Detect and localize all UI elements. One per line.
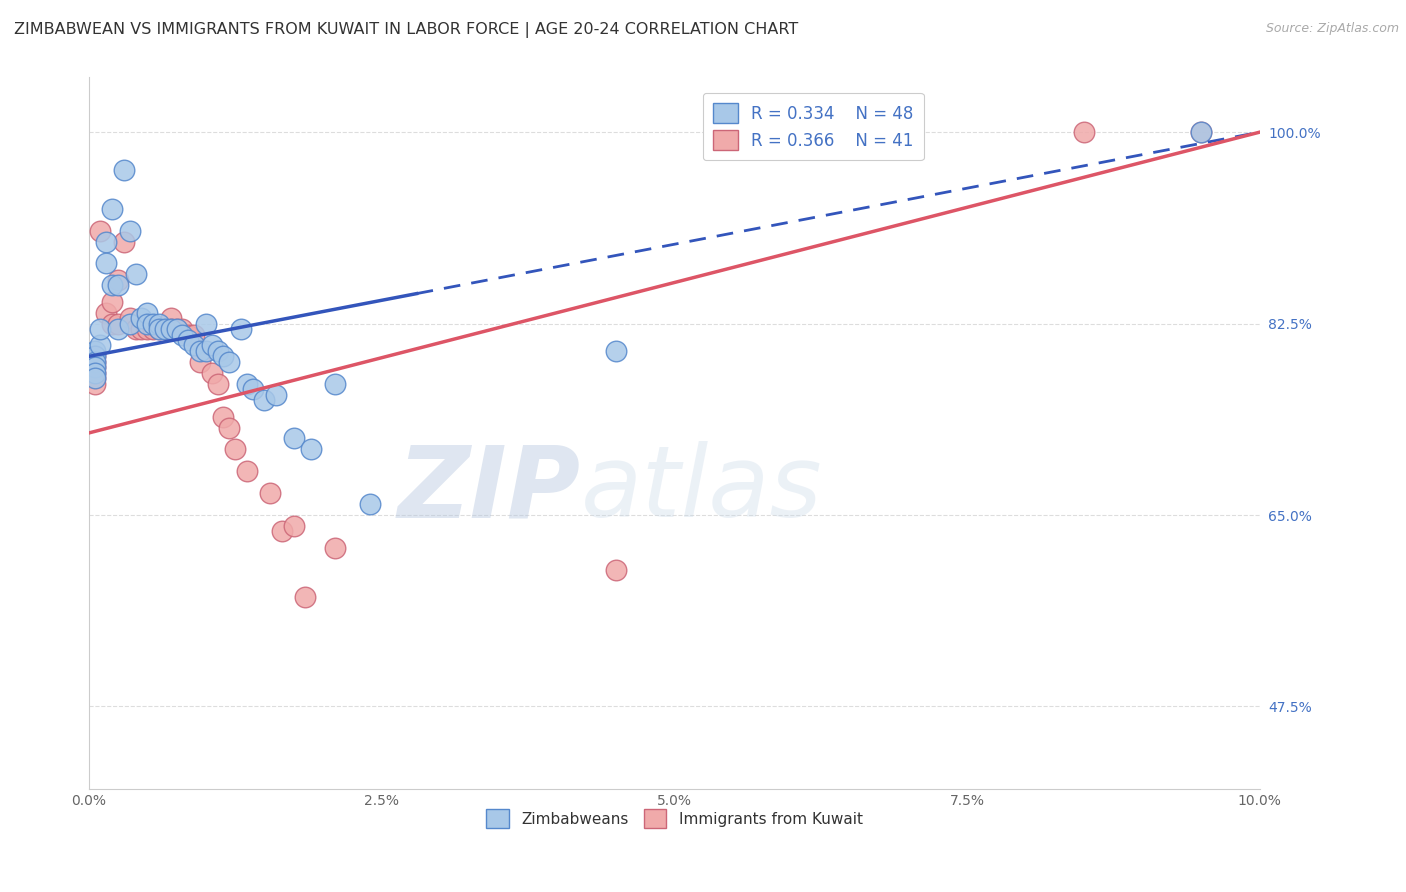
Point	[153, 322, 176, 336]
Point	[259, 486, 281, 500]
Point	[89, 338, 111, 352]
Point	[605, 563, 627, 577]
Point	[218, 355, 240, 369]
Text: atlas: atlas	[581, 442, 823, 539]
Point	[212, 409, 235, 424]
Point	[159, 322, 181, 336]
Point	[101, 202, 124, 216]
Point	[283, 432, 305, 446]
Point	[118, 311, 141, 326]
Point	[101, 294, 124, 309]
Point	[136, 322, 159, 336]
Point	[107, 273, 129, 287]
Point	[194, 317, 217, 331]
Point	[172, 322, 194, 336]
Point	[83, 371, 105, 385]
Point	[188, 355, 211, 369]
Point	[166, 322, 188, 336]
Point	[283, 519, 305, 533]
Point	[96, 256, 118, 270]
Legend: Zimbabweans, Immigrants from Kuwait: Zimbabweans, Immigrants from Kuwait	[479, 804, 869, 834]
Point	[236, 376, 259, 391]
Point	[142, 317, 165, 331]
Point	[89, 224, 111, 238]
Point	[148, 322, 170, 336]
Point	[201, 338, 224, 352]
Point	[148, 317, 170, 331]
Point	[83, 360, 105, 375]
Point	[131, 311, 153, 326]
Point	[124, 268, 146, 282]
Point	[112, 235, 135, 249]
Point	[294, 590, 316, 604]
Point	[242, 382, 264, 396]
Point	[136, 317, 159, 331]
Point	[166, 322, 188, 336]
Point	[177, 333, 200, 347]
Point	[83, 360, 105, 375]
Point	[323, 376, 346, 391]
Point	[224, 442, 246, 457]
Point	[83, 376, 105, 391]
Point	[118, 224, 141, 238]
Point	[194, 343, 217, 358]
Point	[299, 442, 322, 457]
Point	[153, 322, 176, 336]
Point	[89, 322, 111, 336]
Point	[264, 387, 287, 401]
Point	[83, 366, 105, 380]
Point	[323, 541, 346, 555]
Point	[107, 322, 129, 336]
Point	[107, 317, 129, 331]
Point	[118, 317, 141, 331]
Point	[212, 350, 235, 364]
Point	[83, 355, 105, 369]
Point	[183, 327, 205, 342]
Text: ZIP: ZIP	[398, 442, 581, 539]
Point	[1189, 125, 1212, 139]
Point	[172, 327, 194, 342]
Point	[159, 322, 181, 336]
Point	[229, 322, 252, 336]
Point	[83, 350, 105, 364]
Point	[112, 163, 135, 178]
Point	[83, 371, 105, 385]
Point	[177, 327, 200, 342]
Point	[183, 338, 205, 352]
Point	[131, 322, 153, 336]
Point	[136, 305, 159, 319]
Point	[207, 376, 229, 391]
Point	[96, 305, 118, 319]
Point	[101, 278, 124, 293]
Text: ZIMBABWEAN VS IMMIGRANTS FROM KUWAIT IN LABOR FORCE | AGE 20-24 CORRELATION CHAR: ZIMBABWEAN VS IMMIGRANTS FROM KUWAIT IN …	[14, 22, 799, 38]
Point	[236, 464, 259, 478]
Point	[218, 420, 240, 434]
Point	[83, 343, 105, 358]
Point	[96, 235, 118, 249]
Point	[605, 343, 627, 358]
Point	[83, 350, 105, 364]
Point	[1189, 125, 1212, 139]
Point	[201, 366, 224, 380]
Point	[1073, 125, 1095, 139]
Point	[107, 278, 129, 293]
Point	[83, 355, 105, 369]
Point	[359, 497, 381, 511]
Point	[83, 366, 105, 380]
Point	[124, 322, 146, 336]
Text: Source: ZipAtlas.com: Source: ZipAtlas.com	[1265, 22, 1399, 36]
Point	[159, 311, 181, 326]
Point	[142, 322, 165, 336]
Point	[188, 343, 211, 358]
Point	[271, 524, 294, 539]
Point	[253, 393, 276, 408]
Point	[101, 317, 124, 331]
Point	[207, 343, 229, 358]
Point	[148, 322, 170, 336]
